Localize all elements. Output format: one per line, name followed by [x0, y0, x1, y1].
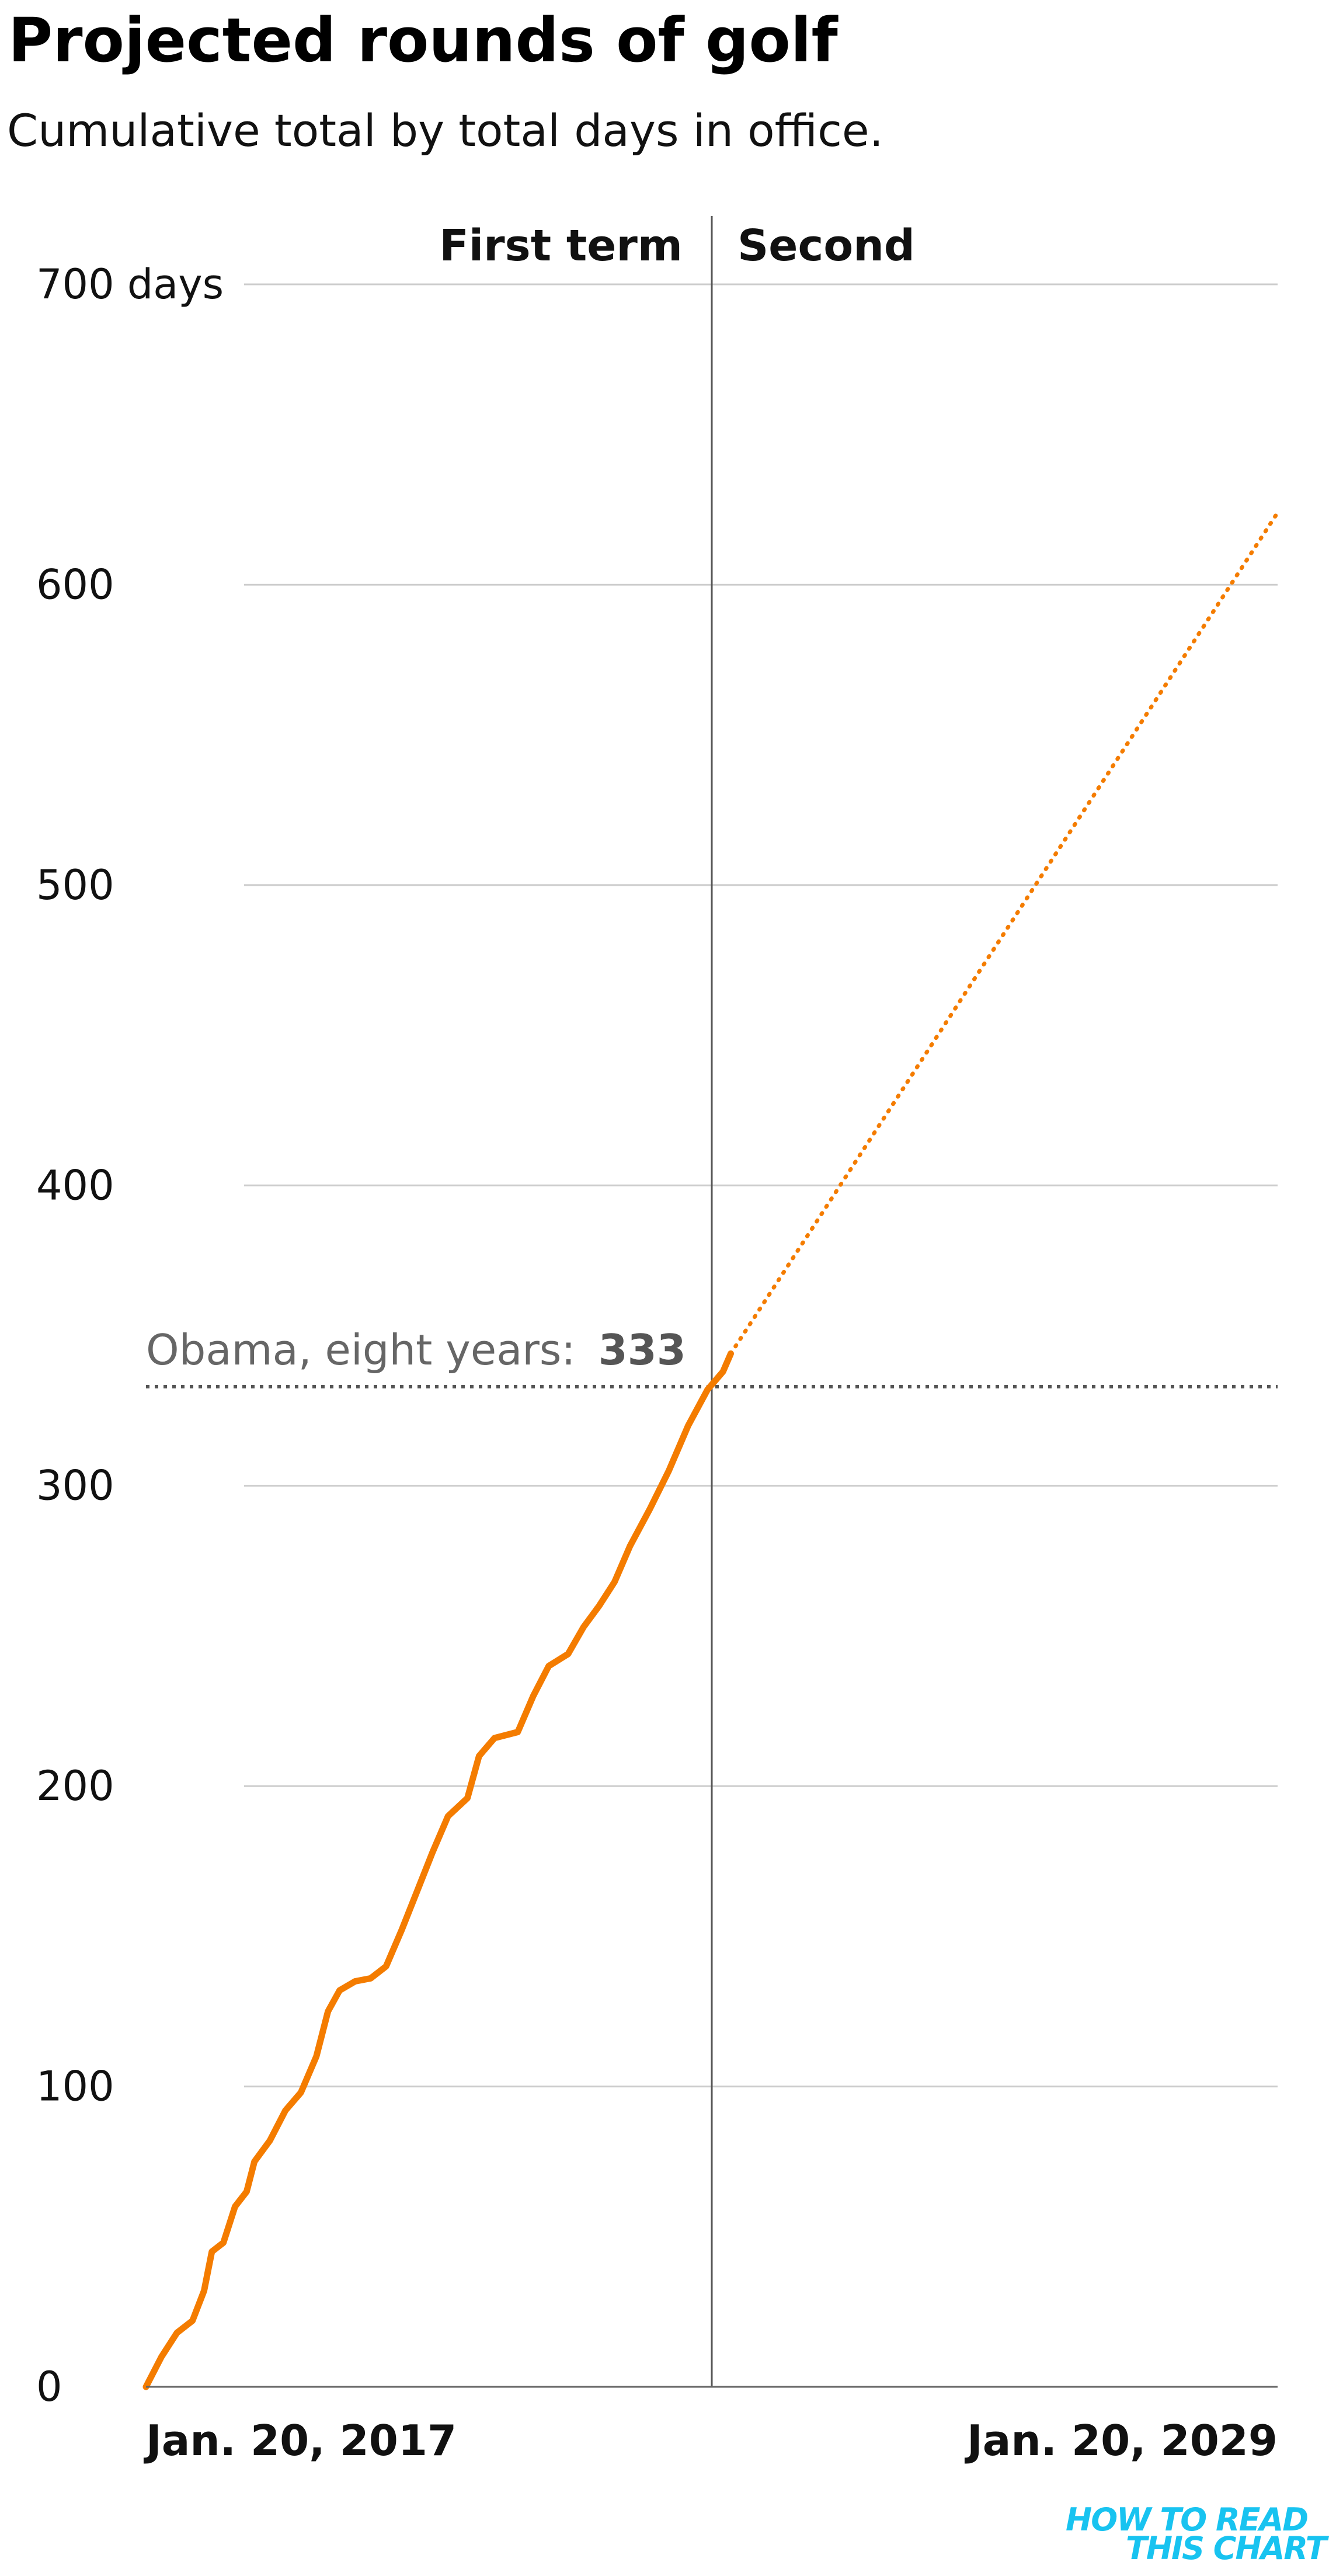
x-tick-label: Jan. 20, 2017	[143, 2416, 457, 2465]
gridlines	[244, 283, 1278, 2088]
chart-subtitle: Cumulative total by total days in office…	[7, 105, 883, 156]
how-to-read-logo: HOW TO READ THIS CHART	[1066, 2501, 1331, 2567]
series-projection-line	[729, 510, 1280, 1356]
obama-reference-value: 333	[599, 1325, 686, 1374]
y-tick-label: 300	[36, 1462, 114, 1510]
y-tick-label: 100	[36, 2063, 114, 2111]
first-term-label: First term	[439, 221, 683, 271]
y-tick-label: 700 days	[36, 260, 224, 308]
y-axis-ticks: 0 100 200 300 400 500 600 700 days	[36, 260, 224, 2411]
y-tick-label: 200	[36, 1762, 114, 1810]
y-tick-label: 0	[36, 2363, 62, 2411]
obama-reference-text: Obama, eight years:	[146, 1325, 576, 1374]
x-axis-ticks: Jan. 20, 2017 Jan. 20, 2029	[143, 2416, 1278, 2465]
logo-line-2: THIS CHART	[1126, 2530, 1330, 2567]
y-tick-label: 400	[36, 1161, 114, 1209]
logo-line-1: HOW TO READ	[1066, 2501, 1307, 2538]
y-tick-label: 500	[36, 861, 114, 909]
y-tick-label: 600	[36, 561, 114, 608]
obama-reference-label: Obama, eight years: 333	[146, 1325, 686, 1374]
series-actual-rounds-line	[142, 1350, 734, 2390]
x-tick-label: Jan. 20, 2029	[964, 2416, 1278, 2465]
chart-title: Projected rounds of golf	[8, 5, 839, 76]
second-term-label: Second	[737, 221, 915, 271]
